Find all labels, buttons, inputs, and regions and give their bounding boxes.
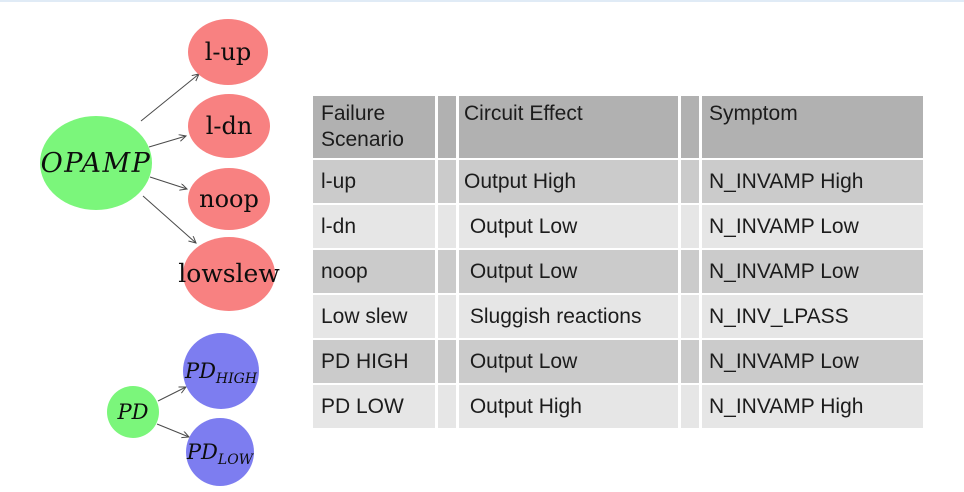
top-border-line bbox=[0, 0, 964, 2]
cell-spacer bbox=[438, 160, 456, 203]
node-noop-shape bbox=[188, 168, 270, 230]
edge-opamp-ldn bbox=[148, 136, 186, 148]
cell-spacer bbox=[681, 295, 699, 338]
cell-symptom: N_INVAMP Low bbox=[702, 205, 923, 248]
node-l-up-label: l-up bbox=[205, 38, 252, 66]
node-pd-low-label: PDLOW bbox=[186, 440, 255, 468]
cell-scenario: l-dn bbox=[313, 205, 435, 248]
node-pd-shape bbox=[107, 386, 159, 438]
edge-opamp-noop bbox=[149, 176, 187, 189]
header-failure-scenario: Failure Scenario bbox=[313, 96, 435, 158]
header-spacer-1 bbox=[438, 96, 456, 158]
node-noop-label: noop bbox=[199, 185, 259, 213]
node-l-dn: l-dn bbox=[188, 94, 270, 158]
cell-effect: Output Low bbox=[459, 250, 678, 293]
node-opamp-label: OPAMP bbox=[41, 148, 152, 179]
node-pd-high-label: PDHIGH bbox=[184, 359, 258, 387]
node-lowslew-label: lowslew bbox=[178, 259, 280, 288]
node-pd-high-shape bbox=[183, 333, 259, 409]
node-pd-high-subscript: HIGH bbox=[215, 371, 258, 387]
node-lowslew-shape bbox=[183, 237, 275, 311]
cell-effect: Output Low bbox=[459, 340, 678, 383]
node-noop: noop bbox=[188, 168, 270, 230]
cell-spacer bbox=[438, 385, 456, 428]
cell-spacer bbox=[438, 295, 456, 338]
header-spacer-2 bbox=[681, 96, 699, 158]
failure-scenario-table: Failure Scenario Circuit Effect Symptom … bbox=[310, 94, 926, 430]
node-opamp-shape bbox=[40, 116, 152, 210]
node-pd-low: PDLOW bbox=[186, 418, 255, 486]
table-row: l-up Output High N_INVAMP High bbox=[313, 160, 923, 203]
cell-scenario: PD HIGH bbox=[313, 340, 435, 383]
cell-effect: Sluggish reactions bbox=[459, 295, 678, 338]
cell-effect: Output High bbox=[459, 385, 678, 428]
header-circuit-effect: Circuit Effect bbox=[459, 96, 678, 158]
cell-spacer bbox=[438, 340, 456, 383]
edge-opamp-lowslew bbox=[142, 195, 196, 243]
node-l-up-shape bbox=[188, 19, 268, 85]
cell-spacer bbox=[681, 250, 699, 293]
cell-spacer bbox=[438, 205, 456, 248]
edge-opamp-lup bbox=[140, 74, 199, 122]
cell-scenario: PD LOW bbox=[313, 385, 435, 428]
cell-symptom: N_INVAMP Low bbox=[702, 250, 923, 293]
node-opamp: OPAMP bbox=[40, 116, 152, 210]
cell-spacer bbox=[681, 340, 699, 383]
cell-symptom: N_INV_LPASS bbox=[702, 295, 923, 338]
header-symptom: Symptom bbox=[702, 96, 923, 158]
node-pd-low-shape bbox=[186, 418, 254, 486]
table-row: l-dn Output Low N_INVAMP Low bbox=[313, 205, 923, 248]
node-l-up: l-up bbox=[188, 19, 268, 85]
node-pd-high-base: PD bbox=[184, 359, 216, 383]
node-pd-label: PD bbox=[117, 400, 149, 424]
node-lowslew: lowslew bbox=[178, 237, 280, 311]
table-row: PD LOW Output High N_INVAMP High bbox=[313, 385, 923, 428]
cell-spacer bbox=[681, 160, 699, 203]
table-row: Low slew Sluggish reactions N_INV_LPASS bbox=[313, 295, 923, 338]
node-pd-high: PDHIGH bbox=[183, 333, 259, 409]
node-pd-low-base: PD bbox=[186, 440, 218, 464]
node-l-dn-shape bbox=[188, 94, 270, 158]
cell-effect: Output High bbox=[459, 160, 678, 203]
cell-scenario: Low slew bbox=[313, 295, 435, 338]
edge-pd-pdhigh bbox=[157, 387, 186, 402]
cell-symptom: N_INVAMP High bbox=[702, 385, 923, 428]
cell-effect: Output Low bbox=[459, 205, 678, 248]
table-row: noop Output Low N_INVAMP Low bbox=[313, 250, 923, 293]
node-pd-low-subscript: LOW bbox=[217, 452, 255, 468]
table-row: PD HIGH Output Low N_INVAMP Low bbox=[313, 340, 923, 383]
cell-symptom: N_INVAMP High bbox=[702, 160, 923, 203]
cell-spacer bbox=[681, 385, 699, 428]
cell-scenario: l-up bbox=[313, 160, 435, 203]
node-l-dn-label: l-dn bbox=[206, 112, 253, 140]
edge-pd-pdlow bbox=[156, 423, 189, 437]
cell-spacer bbox=[438, 250, 456, 293]
node-pd: PD bbox=[107, 386, 159, 438]
cell-spacer bbox=[681, 205, 699, 248]
cell-scenario: noop bbox=[313, 250, 435, 293]
cell-symptom: N_INVAMP Low bbox=[702, 340, 923, 383]
table-header-row: Failure Scenario Circuit Effect Symptom bbox=[313, 96, 923, 158]
